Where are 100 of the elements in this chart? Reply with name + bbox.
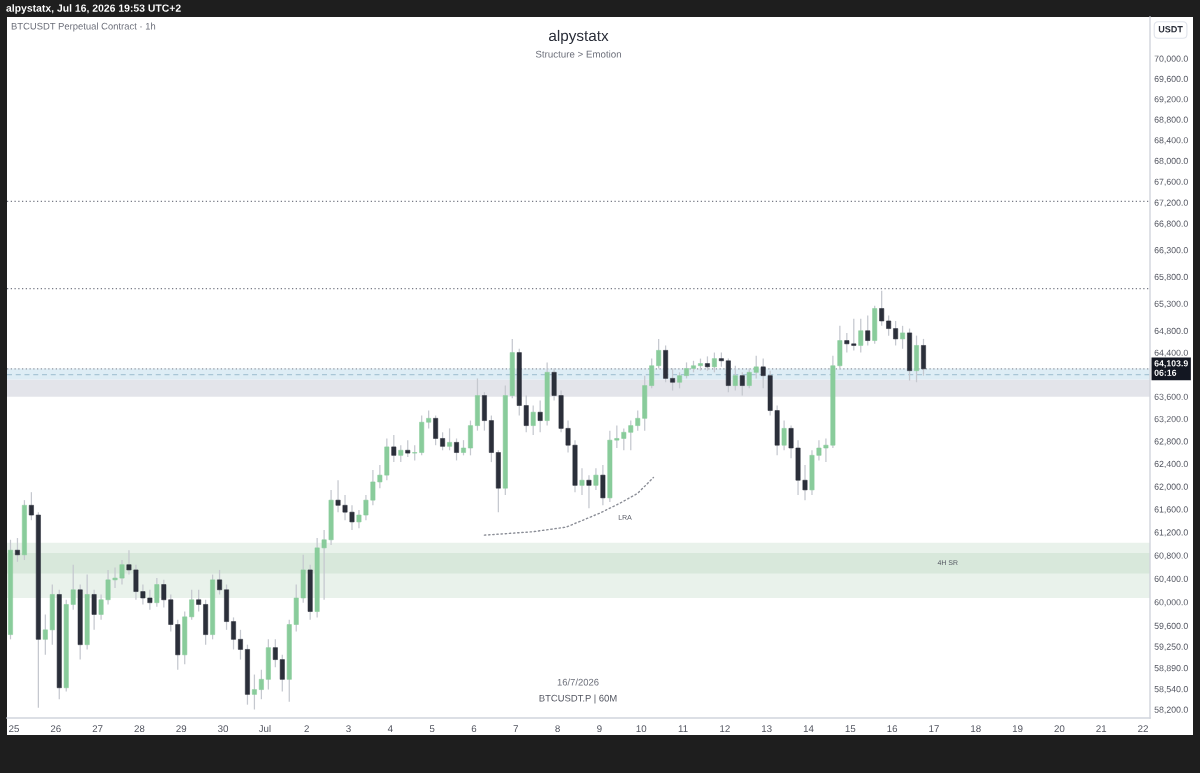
candlestick bbox=[656, 338, 662, 370]
line-series bbox=[483, 476, 655, 536]
y-tick-label: 67,200.0 bbox=[1154, 199, 1188, 207]
ref-line-label: 64,103.9 06:16 bbox=[1154, 360, 1188, 376]
y-axis-title: USDT bbox=[1158, 26, 1183, 33]
candlestick bbox=[217, 569, 223, 596]
candlestick bbox=[15, 537, 20, 563]
y-tick-label: 59,600.0 bbox=[1154, 622, 1188, 630]
y-tick-label: 66,800.0 bbox=[1154, 220, 1188, 228]
x-tick-label: 17 bbox=[929, 725, 939, 732]
candlestick bbox=[537, 399, 543, 433]
annotation: BTCUSDT Perpetual Contract · 1h bbox=[11, 22, 156, 32]
candlestick bbox=[454, 437, 459, 462]
y-tick-label: 63,200.0 bbox=[1154, 415, 1188, 424]
y-tick-label: 58,890.0 bbox=[1154, 665, 1188, 673]
candlestick bbox=[858, 318, 864, 354]
candlestick bbox=[433, 414, 439, 446]
x-tick-label: 8 bbox=[555, 725, 560, 733]
y-tick-label: 60,800.0 bbox=[1154, 552, 1188, 560]
y-tick-label: 66,300.0 bbox=[1154, 247, 1188, 255]
x-tick-label: 22 bbox=[1138, 725, 1148, 732]
x-tick-label: 28 bbox=[134, 725, 145, 733]
y-tick-label: 68,800.0 bbox=[1154, 116, 1188, 124]
candlestick bbox=[447, 427, 452, 451]
candlestick bbox=[586, 474, 592, 509]
candlestick bbox=[391, 434, 397, 463]
candlestick bbox=[921, 338, 926, 377]
candlestick bbox=[886, 314, 892, 337]
candlestick bbox=[900, 325, 906, 350]
y-tick-label: 63,600.0 bbox=[1154, 393, 1188, 401]
y-tick-label: 60,400.0 bbox=[1154, 575, 1188, 583]
candlestick bbox=[593, 467, 599, 491]
candlestick bbox=[711, 351, 717, 373]
x-tick-label: 3 bbox=[346, 725, 351, 733]
candlestick bbox=[154, 577, 160, 608]
candlestick bbox=[893, 320, 899, 347]
annotation: 16/7/2026 bbox=[557, 678, 599, 686]
x-tick-label: 9 bbox=[597, 725, 602, 733]
y-tick-label: 68,000.0 bbox=[1154, 157, 1188, 166]
text: alpystatx bbox=[549, 29, 609, 45]
y-tick-label: 62,400.0 bbox=[1154, 460, 1188, 469]
y-tick-label: 67,600.0 bbox=[1154, 178, 1188, 186]
y-tick-label: 65,300.0 bbox=[1154, 300, 1188, 308]
candlestick bbox=[196, 589, 202, 613]
candlestick bbox=[781, 419, 787, 451]
x-tick-label: 16 bbox=[887, 725, 898, 733]
y-tick-label: 60,000.0 bbox=[1154, 599, 1188, 607]
x-tick-label: 30 bbox=[218, 725, 229, 733]
annotation: BTCUSDT.P | 60M bbox=[539, 694, 617, 704]
candlestick bbox=[670, 367, 676, 392]
y-tick-label: 65,800.0 bbox=[1154, 273, 1188, 282]
candlestick bbox=[238, 629, 243, 661]
y-tick-label: 62,800.0 bbox=[1154, 438, 1188, 446]
y-tick-label: 58,200.0 bbox=[1154, 706, 1188, 714]
x-tick-label: 15 bbox=[845, 725, 856, 733]
text: alpystatx, Jul 16, 2026 19:53 UTC+2 bbox=[6, 4, 181, 14]
text: Structure > Emotion bbox=[535, 50, 621, 58]
candlestick bbox=[579, 467, 585, 496]
candlestick bbox=[732, 365, 738, 392]
candlestick bbox=[865, 314, 871, 347]
x-tick-label: 19 bbox=[1012, 725, 1023, 733]
candlestick bbox=[530, 404, 536, 436]
y-tick-label: 62,000.0 bbox=[1154, 483, 1188, 491]
x-tick-label: 21 bbox=[1096, 725, 1107, 732]
x-tick-label: 10 bbox=[636, 725, 647, 733]
x-tick-label: 20 bbox=[1054, 725, 1065, 733]
y-tick-label: 59,250.0 bbox=[1154, 643, 1188, 651]
y-tick-label: 68,400.0 bbox=[1154, 137, 1188, 145]
candlestick bbox=[879, 290, 885, 327]
x-tick-label: 13 bbox=[762, 725, 772, 733]
x-tick-label: 12 bbox=[720, 725, 730, 732]
x-tick-label: 26 bbox=[50, 725, 61, 733]
x-tick-label: 4 bbox=[387, 725, 393, 732]
x-tick-label: 11 bbox=[678, 725, 688, 732]
candlestick bbox=[251, 673, 257, 711]
y-tick-label: 69,600.0 bbox=[1154, 75, 1188, 84]
y-tick-label: 64,800.0 bbox=[1154, 327, 1188, 336]
x-tick-label: 14 bbox=[803, 725, 814, 732]
x-tick-label: 6 bbox=[471, 725, 477, 733]
candlestick bbox=[91, 589, 97, 631]
y-tick-label: 70,000.0 bbox=[1154, 55, 1188, 63]
candlestick bbox=[739, 371, 745, 397]
x-tick-label: 25 bbox=[9, 725, 19, 733]
candlestick bbox=[28, 491, 34, 521]
y-tick-label: 64,400.0 bbox=[1154, 349, 1188, 357]
x-tick-label: 29 bbox=[176, 725, 187, 733]
y-tick-label: 61,600.0 bbox=[1154, 506, 1188, 514]
candlestick bbox=[468, 419, 473, 456]
candlestick bbox=[600, 464, 606, 506]
candlestick bbox=[258, 669, 264, 700]
y-tick-label: 61,200.0 bbox=[1154, 529, 1188, 537]
y-tick-label: 69,200.0 bbox=[1154, 96, 1188, 104]
x-tick-label: 7 bbox=[513, 725, 518, 732]
x-tick-label: 2 bbox=[304, 725, 309, 732]
x-tick-label: 27 bbox=[92, 725, 103, 732]
candlestick bbox=[231, 616, 236, 651]
x-tick-label: Jul bbox=[258, 724, 271, 733]
x-tick-label: 18 bbox=[971, 725, 981, 733]
y-tick-label: 58,540.0 bbox=[1154, 686, 1188, 694]
x-tick-label: 5 bbox=[429, 725, 435, 733]
